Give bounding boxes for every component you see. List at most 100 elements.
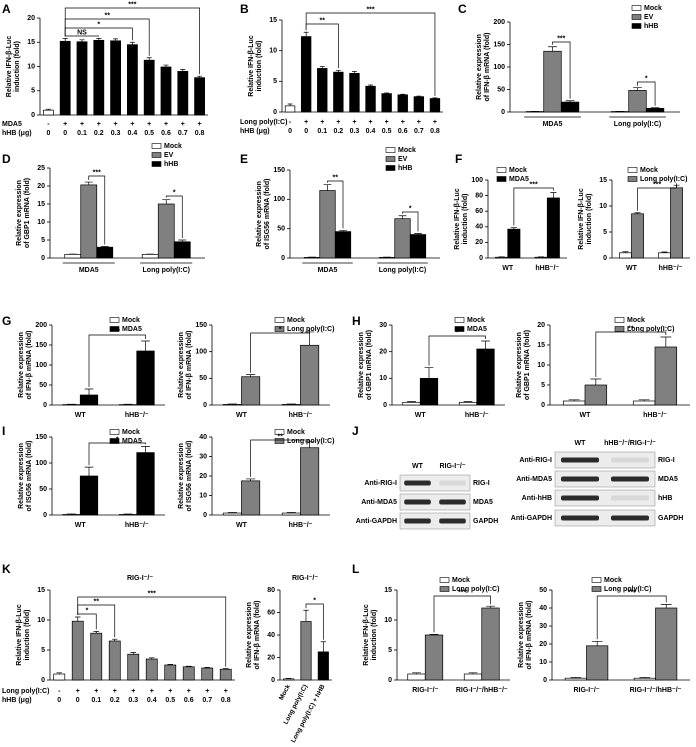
row-value: +: [150, 688, 154, 695]
y-tick-label: 30: [199, 453, 207, 460]
row-value: +: [352, 119, 356, 126]
row-value: +: [97, 121, 101, 128]
bar: [317, 651, 329, 681]
y-axis-label: Relative expression: [358, 332, 365, 398]
x-tick-label: hHB⁻/⁻: [465, 412, 489, 419]
error-bar: [638, 399, 650, 401]
error-bar: [222, 668, 229, 670]
y-tick-label: 20: [27, 15, 35, 22]
x-tick-label: hHB⁻/⁻: [289, 412, 313, 419]
blot-strip: [399, 512, 471, 530]
y-axis-label: Relative expression: [18, 443, 25, 509]
bar: [71, 620, 84, 681]
x-tick-label: MDA5: [79, 267, 99, 274]
band: [561, 515, 599, 521]
bar: [670, 187, 683, 259]
row-value: 0.1: [91, 697, 101, 704]
error-bar: [123, 513, 133, 515]
y-tick-label: 10: [37, 219, 45, 226]
y-tick-label: 10: [537, 362, 545, 369]
protein-label: GAPDH: [658, 515, 683, 522]
lane-label: WT: [575, 440, 587, 447]
bar: [365, 85, 376, 113]
bar: [495, 256, 509, 259]
row-value: 0.3: [350, 128, 360, 135]
bar: [560, 101, 580, 113]
y-tick-label: 0: [281, 255, 285, 262]
y-tick-label: 0: [383, 402, 387, 409]
y-tick-label: 40: [199, 434, 207, 441]
y-tick-label: 5: [273, 78, 277, 85]
bar: [222, 404, 242, 406]
row-value: +: [76, 688, 80, 695]
y-axis-label: Relative IFN-β-Luc: [16, 604, 23, 666]
antibody-label: Anti-RIG-I: [364, 480, 397, 487]
y-tick-label: 15: [269, 17, 277, 24]
y-axis-label: Relative IFN-β-Luc: [578, 188, 585, 250]
bar: [586, 645, 609, 681]
significance-label: *: [456, 329, 459, 336]
x-tick-label: hHB⁻/⁻: [643, 412, 667, 419]
x-tick-label: RIG-I⁻/⁻/hHB⁻/⁻: [630, 687, 682, 694]
significance-label: **: [628, 325, 634, 332]
bar: [317, 68, 328, 113]
bar: [584, 384, 608, 406]
protein-label: RIG-I: [658, 457, 675, 464]
bar: [334, 231, 352, 259]
row-value: +: [114, 121, 118, 128]
significance-label: *: [86, 607, 89, 614]
x-tick-label: WT: [580, 412, 592, 419]
y-tick-label: 200: [493, 19, 505, 26]
legend-label: hHB: [398, 165, 412, 172]
significance-label: **: [115, 328, 121, 335]
x-tick-label: WT: [236, 412, 248, 419]
row-value: 0.8: [221, 697, 231, 704]
significance-label: ***: [628, 589, 636, 596]
y-axis-label: Relative expression: [246, 602, 253, 668]
band: [561, 476, 599, 482]
row-value: +: [304, 119, 308, 126]
row-value: +: [168, 688, 172, 695]
band: [611, 515, 649, 521]
bar: [632, 400, 656, 406]
x-tick-label: WT: [415, 412, 427, 419]
significance-label: *: [116, 436, 119, 443]
y-tick-label: 5: [603, 229, 607, 236]
legend-swatch: [631, 23, 642, 29]
error-bar: [591, 640, 603, 646]
y-tick-label: 50: [39, 382, 47, 389]
y-tick-label: 100: [195, 349, 207, 356]
legend-label: EV: [164, 152, 174, 159]
y-tick-label: 100: [35, 460, 47, 467]
lane-label: RIG-I⁻/⁻: [439, 463, 465, 470]
legend-label: Long poly(I:C): [604, 586, 651, 593]
legend-label: EV: [644, 14, 654, 21]
error-bar: [565, 100, 575, 103]
row-value: +: [401, 119, 405, 126]
panel-letter: D: [2, 152, 11, 166]
row-value: 0.8: [430, 128, 440, 135]
row-label: hHB (μg): [2, 697, 32, 704]
error-bar: [286, 403, 296, 405]
error-bar: [622, 251, 629, 253]
row-value: 0: [304, 128, 308, 135]
error-bar: [424, 367, 434, 379]
y-axis-label: Relative expression: [16, 180, 23, 246]
bar: [182, 666, 195, 681]
band: [611, 476, 649, 482]
legend-swatch: [109, 317, 120, 323]
panel-letter: G: [2, 314, 11, 328]
legend-label: Mock: [122, 429, 140, 436]
legend-swatch: [151, 143, 162, 149]
error-bar: [93, 631, 100, 634]
y-tick-label: 100: [471, 177, 483, 184]
legend-label: Mock: [287, 429, 305, 436]
y-axis-label: Relative IFN-β-Luc: [454, 188, 461, 250]
y-axis-label: induction (fold): [586, 194, 593, 245]
row-value: 0.1: [77, 130, 87, 137]
blot-strip: [554, 489, 656, 507]
x-tick-label: Mock: [278, 683, 292, 701]
legend-label: hHB: [164, 161, 178, 168]
blot-strip: [554, 451, 656, 469]
